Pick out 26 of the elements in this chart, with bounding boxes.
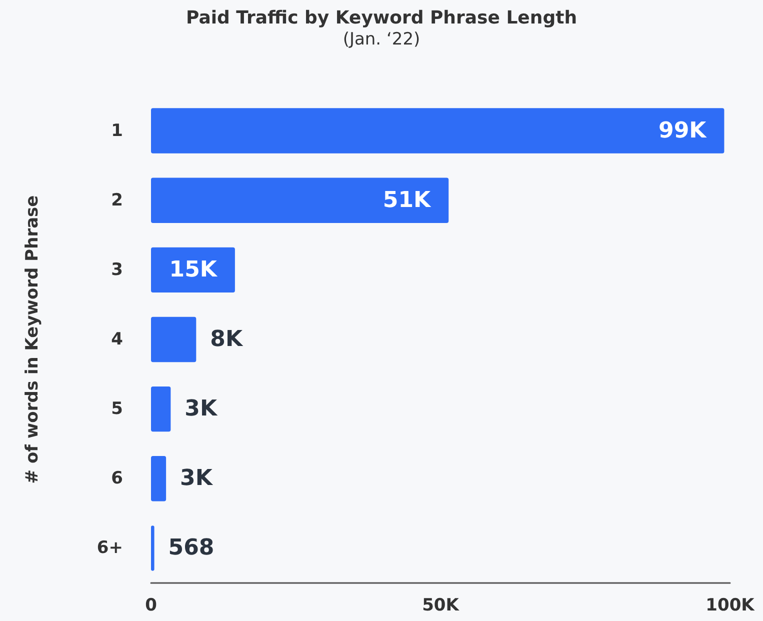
y-tick-label: 3 xyxy=(111,260,123,280)
y-axis-title: # of words in Keyword Phrase xyxy=(22,195,42,484)
x-tick-label: 100K xyxy=(706,596,756,616)
data-label: 3K xyxy=(184,396,218,422)
x-tick-label: 0 xyxy=(145,596,158,616)
data-label: 8K xyxy=(210,327,244,352)
y-tick-label: 4 xyxy=(111,330,124,350)
bar xyxy=(151,108,724,154)
x-tick-label: 50K xyxy=(422,596,460,616)
y-tick-label: 2 xyxy=(111,190,123,210)
data-label: 3K xyxy=(180,466,214,492)
y-tick-label: 5 xyxy=(111,399,123,420)
data-label: 99K xyxy=(658,118,708,144)
y-tick-label: 6 xyxy=(111,468,123,489)
y-tick-label: 1 xyxy=(111,120,123,141)
chart-title: Paid Traffic by Keyword Phrase Length xyxy=(186,8,578,28)
bar xyxy=(151,526,154,571)
data-label: 15K xyxy=(169,257,218,282)
y-tick-label: 6+ xyxy=(96,538,123,558)
data-label: 51K xyxy=(382,188,432,213)
bar xyxy=(151,456,166,502)
bar xyxy=(151,178,449,223)
data-label: 568 xyxy=(168,536,214,561)
bar xyxy=(151,386,171,432)
chart-subtitle: (Jan. ‘22) xyxy=(342,30,420,50)
bar xyxy=(151,316,196,362)
